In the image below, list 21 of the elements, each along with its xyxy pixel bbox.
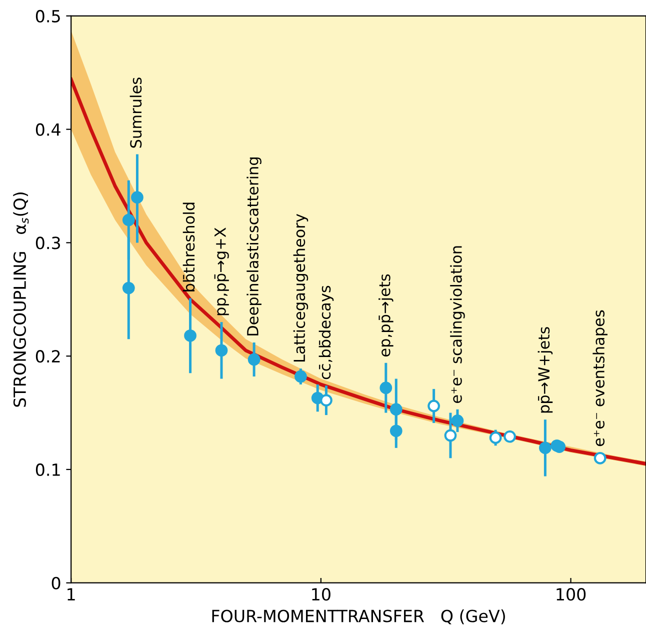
x-axis-title: FOUR-MOMENTTRANSFER Q (GeV) bbox=[212, 609, 505, 624]
x-tick-label: 1 bbox=[68, 588, 75, 600]
y-tick-label: 0.4 bbox=[36, 123, 60, 136]
x-tick-label: 100 bbox=[556, 588, 586, 601]
annotation: Deepinelasticscattering bbox=[246, 158, 262, 336]
annotation: ep,pp̄→jets bbox=[378, 274, 394, 356]
annotation: bb̄threshold bbox=[182, 202, 195, 292]
annotation: pp̄→W+jets bbox=[538, 327, 553, 413]
y-axis-title: STRONGCOUPLING α$_{s}$(Q) bbox=[13, 192, 29, 407]
annotation: e⁺e⁻ scalingviolation bbox=[450, 246, 465, 403]
annotation: Sumrules bbox=[130, 78, 142, 148]
y-tick-label: 0.1 bbox=[36, 463, 60, 476]
annotation: Latticegaugetheory bbox=[293, 214, 308, 362]
annotation: pp,pp̄→g+X bbox=[214, 228, 229, 316]
annotation: cc̄,bb̄decays bbox=[318, 286, 334, 380]
x-tick-label: 10 bbox=[312, 588, 330, 601]
y-tick-label: 0 bbox=[52, 576, 60, 590]
y-tick-label: 0.5 bbox=[36, 10, 60, 22]
y-tick-label: 0.3 bbox=[36, 236, 60, 250]
y-tick-label: 0.2 bbox=[36, 350, 60, 363]
annotation: e⁺e⁻ eventshapes bbox=[592, 310, 608, 446]
